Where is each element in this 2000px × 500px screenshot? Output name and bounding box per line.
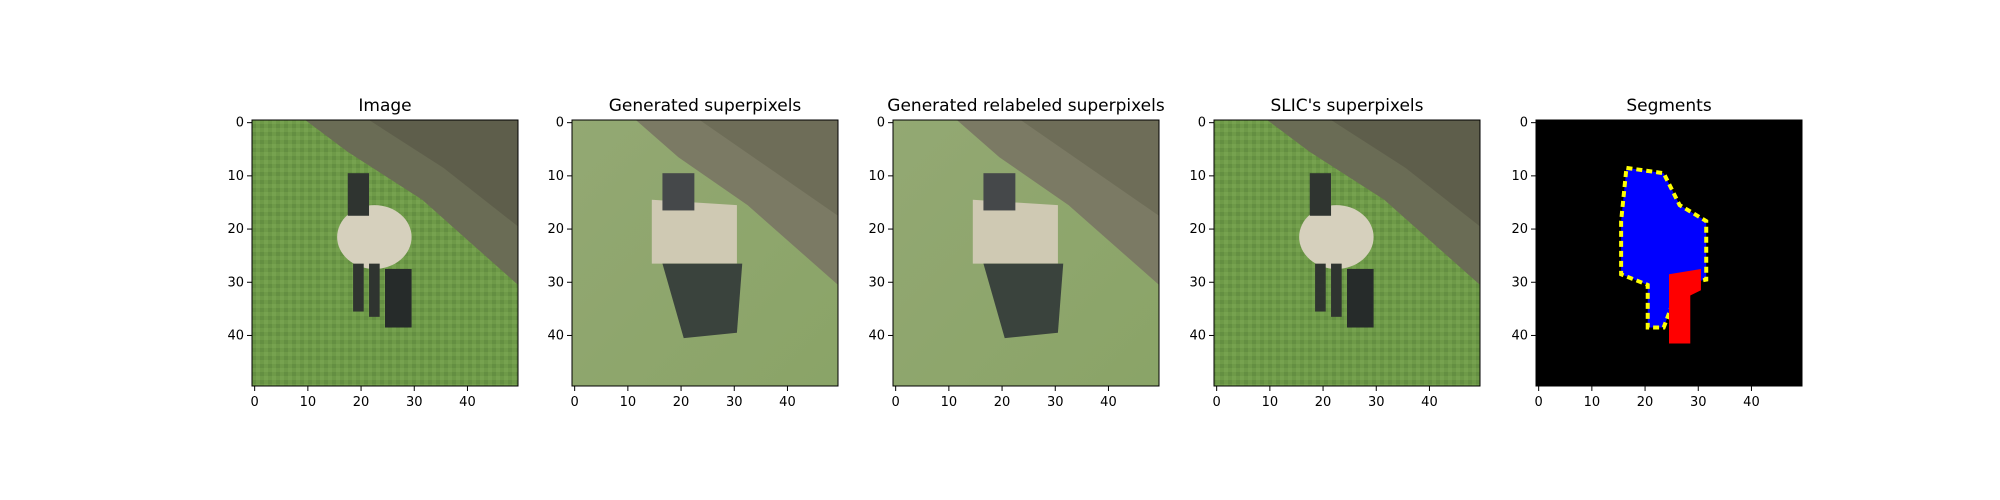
y-tick-label: 10 [868,169,885,184]
x-tick-label: 40 [1743,395,1760,410]
x-tick-label: 0 [251,395,259,410]
panel-title: SLIC's superpixels [1270,96,1423,116]
x-tick-label: 0 [571,395,579,410]
y-tick-label: 0 [556,116,564,131]
y-tick-label: 10 [547,169,564,184]
x-tick-label: 30 [1368,395,1385,410]
sheep-leg [1331,263,1342,317]
hillside-region-dark [699,120,838,216]
x-tick-label: 10 [300,395,317,410]
y-tick-label: 30 [868,275,885,290]
hillside-dark [369,120,518,227]
hillside-region-dark [1020,120,1159,216]
y-tick-label: 10 [227,169,244,184]
x-tick-label: 10 [620,395,637,410]
sheep-region [651,199,737,264]
y-tick-label: 40 [547,328,564,343]
hillside-dark [1331,120,1480,227]
panel-title: Generated superpixels [609,96,802,116]
y-tick-label: 20 [1511,222,1528,237]
y-tick-label: 20 [1189,222,1206,237]
sheep-body [337,205,412,269]
y-tick-label: 20 [227,222,244,237]
x-tick-label: 20 [1637,395,1654,410]
panel-title: Segments [1626,96,1712,116]
sheep-head [1309,173,1332,216]
axes-frame [892,119,1160,387]
legs-region [662,263,743,339]
y-tick-label: 0 [1520,116,1528,131]
lamb [1347,268,1374,328]
x-tick-label: 20 [994,395,1011,410]
y-tick-label: 20 [868,222,885,237]
head-region [662,173,695,211]
panel-image [1536,120,1802,386]
panel-title: Image [358,96,411,116]
x-tick-label: 40 [1421,395,1438,410]
x-tick-label: 20 [673,395,690,410]
panel-title: Generated relabeled superpixels [887,96,1165,116]
lamb [385,268,412,328]
x-tick-label: 30 [406,395,423,410]
x-tick-label: 10 [1584,395,1601,410]
x-tick-label: 40 [459,395,476,410]
y-tick-label: 30 [1511,275,1528,290]
y-tick-label: 10 [1511,169,1528,184]
y-tick-label: 20 [547,222,564,237]
panel-4: SLIC's superpixels 0 10 20 30 40 0 10 20 30 40 [1189,96,1481,410]
y-tick-label: 40 [227,328,244,343]
axes-frame [1213,119,1481,387]
sheep-leg [1315,263,1326,312]
panel-image [1214,120,1480,386]
y-tick-label: 30 [1189,275,1206,290]
x-tick-label: 10 [1262,395,1279,410]
sheep-body [1299,205,1374,269]
axes-frame [1535,119,1803,387]
segment-lamb [1669,268,1701,344]
x-tick-label: 30 [726,395,743,410]
panel-1: Image 0 10 20 30 40 0 10 20 30 40 [227,96,519,410]
sheep-leg [369,263,380,317]
panel-image [572,120,838,386]
x-tick-label: 0 [892,395,900,410]
y-tick-label: 0 [877,116,885,131]
panel-2: Generated superpixels 0 10 20 30 40 0 10 20 30 40 [547,96,839,410]
x-tick-label: 40 [779,395,796,410]
panel-image [252,120,518,386]
y-tick-label: 30 [547,275,564,290]
x-tick-label: 10 [941,395,958,410]
y-tick-label: 40 [868,328,885,343]
axes-frame [571,119,839,387]
y-tick-label: 0 [236,116,244,131]
y-tick-label: 40 [1189,328,1206,343]
x-tick-label: 20 [1315,395,1332,410]
legs-region [983,263,1064,339]
panel-image [893,120,1159,386]
sheep-head [347,173,370,216]
x-tick-label: 40 [1100,395,1117,410]
sheep-leg [353,263,364,312]
x-tick-label: 0 [1213,395,1221,410]
x-tick-label: 30 [1690,395,1707,410]
x-tick-label: 20 [353,395,370,410]
y-tick-label: 40 [1511,328,1528,343]
head-region [983,173,1016,211]
sheep-region [972,199,1058,264]
y-tick-label: 30 [227,275,244,290]
x-tick-label: 30 [1047,395,1064,410]
y-tick-label: 10 [1189,169,1206,184]
panel-5: Segments 0 10 20 30 40 0 10 20 30 40 [1511,96,1803,410]
x-tick-label: 0 [1535,395,1543,410]
y-tick-label: 0 [1198,116,1206,131]
axes-frame [251,119,519,387]
